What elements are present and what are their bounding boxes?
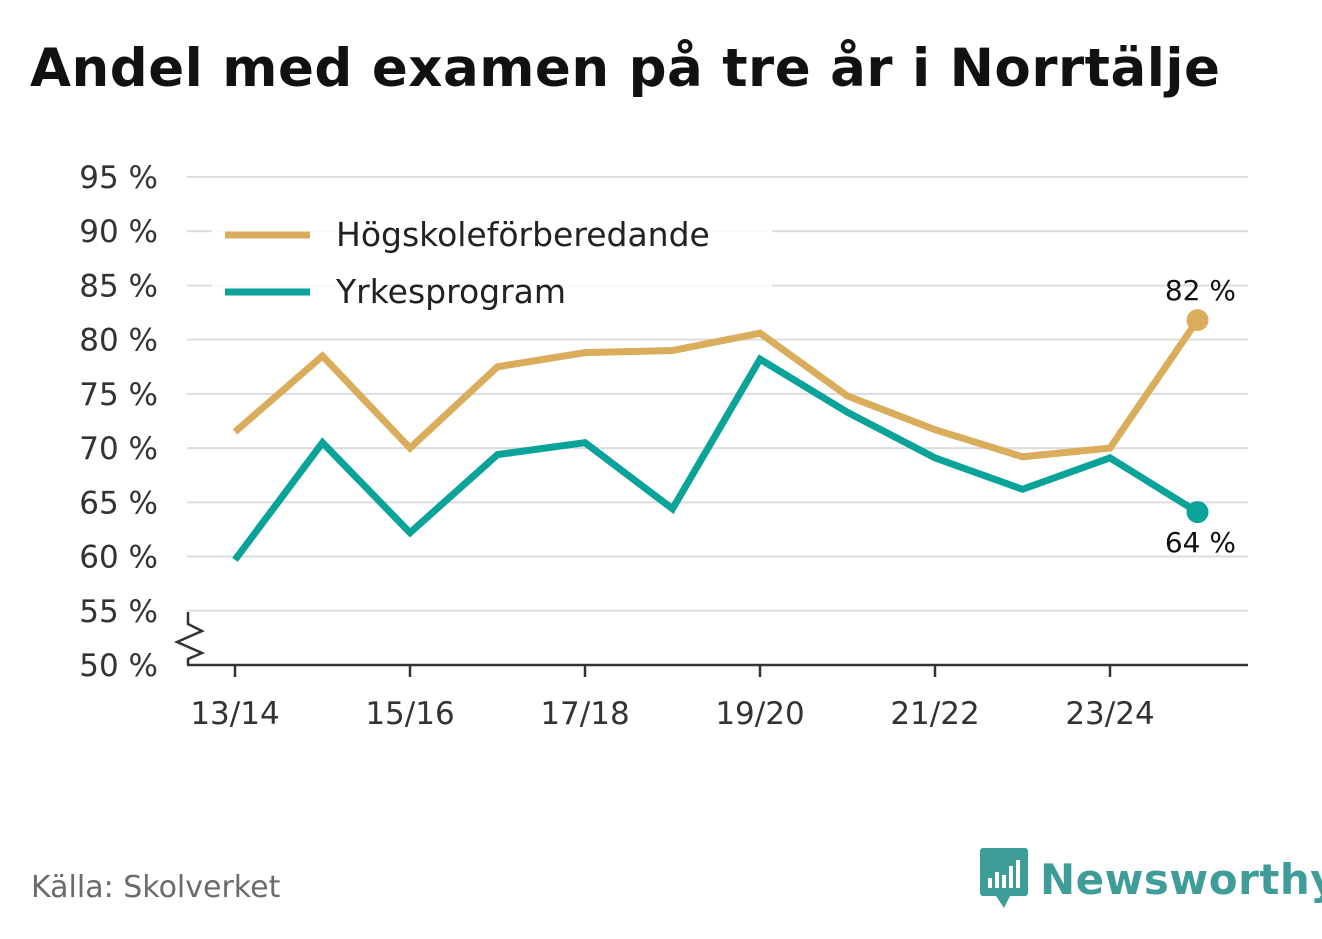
end-value-label: 64 % bbox=[1165, 526, 1236, 559]
chart-title: Andel med examen på tre år i Norrtälje bbox=[30, 38, 1221, 99]
source-note: Källa: Skolverket bbox=[31, 870, 281, 905]
x-axis: 13/14 15/16 17/18 19/20 21/22 23/24 bbox=[187, 663, 1248, 732]
y-tick-label: 80 % bbox=[79, 323, 158, 359]
end-point-marker bbox=[1186, 501, 1209, 524]
series-lines: 82 % 64 % bbox=[232, 274, 1236, 562]
end-point-marker bbox=[1186, 309, 1209, 332]
newsworthy-logo: Newsworthy bbox=[980, 848, 1322, 910]
x-tick-label: 19/20 bbox=[715, 696, 804, 732]
series-line bbox=[232, 318, 1201, 461]
y-tick-label: 50 % bbox=[79, 648, 158, 684]
y-tick-label: 90 % bbox=[79, 214, 158, 250]
x-tick-label: 23/24 bbox=[1065, 696, 1154, 732]
x-tick-label: 13/14 bbox=[190, 696, 279, 732]
end-value-label: 82 % bbox=[1165, 274, 1236, 307]
x-tick-label: 17/18 bbox=[540, 696, 629, 732]
series-line bbox=[232, 354, 1200, 562]
y-tick-label: 55 % bbox=[79, 594, 158, 630]
x-tick-label: 21/22 bbox=[890, 696, 979, 732]
newsworthy-logo-icon bbox=[980, 848, 1028, 908]
y-tick-label: 60 % bbox=[79, 540, 158, 576]
x-tick-label: 15/16 bbox=[365, 696, 454, 732]
y-tick-label: 65 % bbox=[79, 485, 158, 521]
y-axis-ticks: 95 % 90 % 85 % 80 % 75 % 70 % 65 % 60 % 55 % 50 % bbox=[79, 160, 158, 684]
legend-background bbox=[212, 203, 772, 315]
legend-label: Högskoleförberedande bbox=[336, 215, 710, 254]
y-tick-label: 70 % bbox=[79, 431, 158, 467]
y-tick-label: 85 % bbox=[79, 268, 158, 304]
brand-name: Newsworthy bbox=[1040, 854, 1322, 904]
legend: Högskoleförberedande Yrkesprogram bbox=[212, 203, 772, 315]
y-tick-label: 95 % bbox=[79, 160, 158, 196]
axis-break-zigzag bbox=[173, 612, 206, 665]
legend-label: Yrkesprogram bbox=[335, 272, 566, 311]
axis-break bbox=[173, 612, 206, 665]
y-tick-label: 75 % bbox=[79, 377, 158, 413]
